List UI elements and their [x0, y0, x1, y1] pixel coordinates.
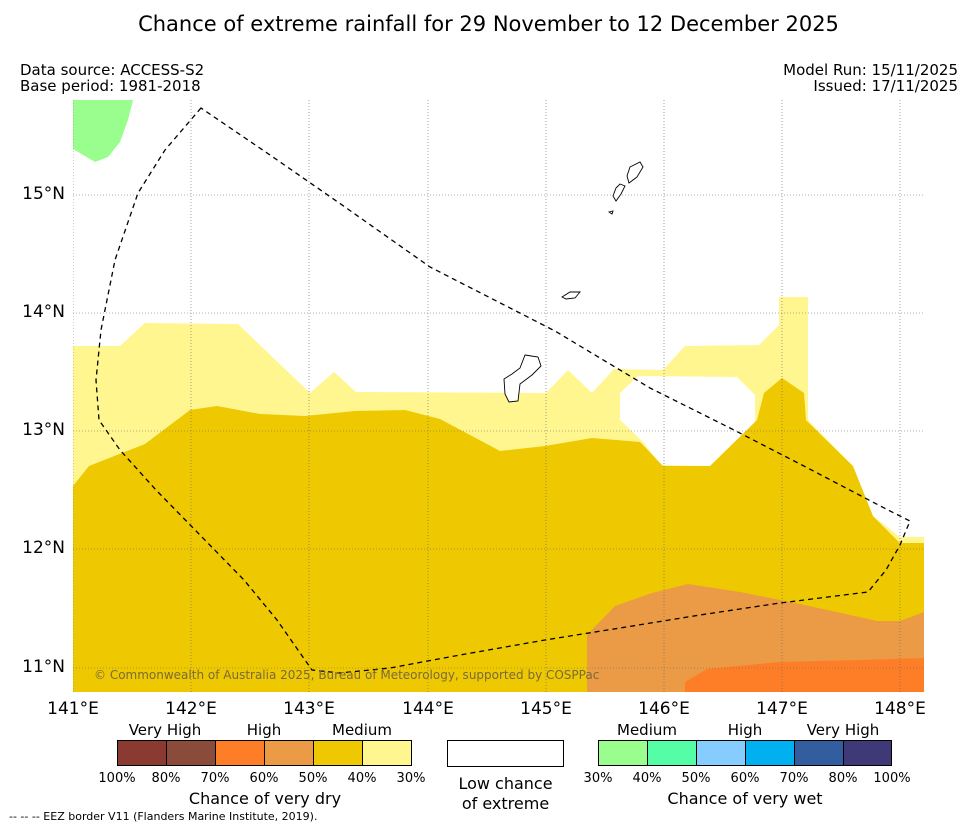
dry-tick: 100% — [98, 771, 136, 786]
lon-label: 143°E — [283, 699, 335, 719]
wet-swatch — [598, 740, 648, 766]
dry-tick: 70% — [200, 771, 230, 786]
wet-tick: 100% — [873, 771, 911, 786]
lon-label: 144°E — [402, 699, 454, 719]
eez-border — [95, 107, 911, 674]
dry-tick: 60% — [249, 771, 279, 786]
forecast-map — [73, 100, 924, 692]
lon-label: 146°E — [638, 699, 690, 719]
dry-legend-title: Chance of very dry — [188, 789, 342, 808]
lon-label: 142°E — [165, 699, 217, 719]
lon-label: 141°E — [47, 699, 99, 719]
region-dry-60-70 — [685, 658, 924, 692]
wet-swatch — [647, 740, 697, 766]
low-chance-label: Low chance of extreme — [440, 774, 571, 814]
data-source: Data source: ACCESS-S2 — [20, 61, 205, 79]
wet-category-very-high: Very High — [806, 721, 880, 739]
islands — [503, 161, 644, 403]
issued-date: Issued: 17/11/2025 — [813, 77, 958, 95]
lon-label: 145°E — [520, 699, 572, 719]
wet-category-medium: Medium — [617, 721, 677, 739]
grid-lines — [73, 100, 924, 692]
dry-swatch — [264, 740, 314, 766]
dry-category-high: High — [246, 721, 282, 739]
low-chance-line1: Low chance — [458, 774, 553, 793]
lat-label: 13°N — [22, 420, 65, 440]
base-period: Base period: 1981-2018 — [20, 77, 201, 95]
wet-tick: 50% — [681, 771, 711, 786]
lat-label: 15°N — [22, 184, 65, 204]
dry-tick: 80% — [151, 771, 181, 786]
dry-swatch — [313, 740, 363, 766]
wet-swatch — [843, 740, 892, 766]
dry-category-very-high: Very High — [128, 721, 202, 739]
dry-tick: 50% — [298, 771, 328, 786]
dry-tick: 40% — [347, 771, 377, 786]
wet-swatch — [696, 740, 746, 766]
copyright-note: © Commonwealth of Australia 2025, Bureau… — [94, 668, 600, 682]
lon-label: 148°E — [874, 699, 926, 719]
region-wet-30-40 — [73, 100, 133, 162]
island-tinian — [612, 183, 626, 202]
region-low-chance — [620, 376, 755, 466]
wet-tick: 80% — [828, 771, 858, 786]
island-guam — [503, 354, 542, 403]
low-chance-line2: of extreme — [461, 794, 550, 813]
lat-label: 12°N — [22, 538, 65, 558]
island-aguijan — [607, 210, 614, 215]
meta-right: Model Run: 15/11/2025 Issued: 17/11/2025 — [783, 62, 958, 94]
dry-category-medium: Medium — [332, 721, 392, 739]
island-rota — [561, 291, 581, 300]
model-run: Model Run: 15/11/2025 — [783, 61, 958, 79]
meta-left: Data source: ACCESS-S2 Base period: 1981… — [20, 62, 204, 94]
lat-label: 14°N — [22, 302, 65, 322]
wet-swatch — [794, 740, 844, 766]
dry-tick: 30% — [396, 771, 426, 786]
lat-label: 11°N — [22, 657, 65, 677]
low-chance-swatch — [447, 740, 564, 767]
dry-swatch — [117, 740, 167, 766]
wet-tick: 60% — [730, 771, 760, 786]
wet-tick: 30% — [583, 771, 613, 786]
dry-swatch — [166, 740, 216, 766]
wet-tick: 70% — [779, 771, 809, 786]
wet-legend-title: Chance of very wet — [667, 789, 823, 808]
island-saipan — [626, 161, 644, 184]
wet-category-high: High — [727, 721, 763, 739]
eez-note: -- -- -- EEZ border V11 (Flanders Marine… — [9, 810, 318, 823]
dry-swatch — [362, 740, 412, 766]
map-title: Chance of extreme rainfall for 29 Novemb… — [138, 12, 839, 36]
wet-swatch — [745, 740, 795, 766]
dry-swatch — [215, 740, 265, 766]
wet-tick: 40% — [632, 771, 662, 786]
lon-label: 147°E — [756, 699, 808, 719]
